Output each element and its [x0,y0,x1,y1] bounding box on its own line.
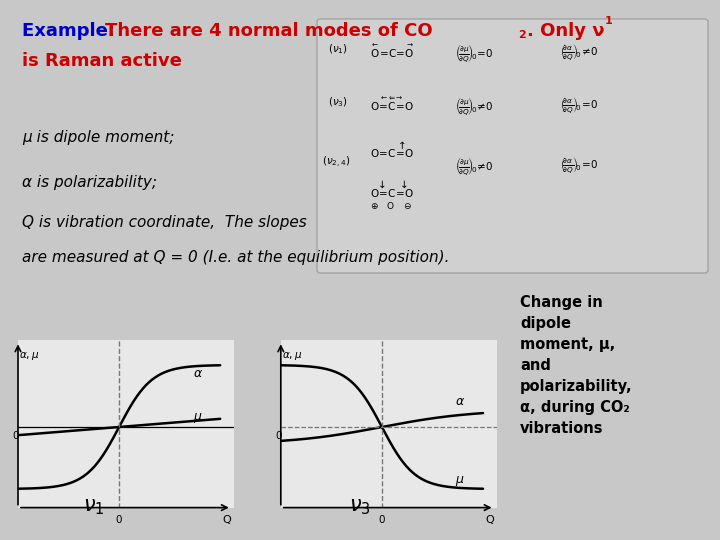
Text: $\oplus\quad \mathrm{O}\quad \ominus$: $\oplus\quad \mathrm{O}\quad \ominus$ [370,200,413,211]
Text: α is polarizability;: α is polarizability; [22,175,157,190]
Text: 0: 0 [379,515,385,525]
Text: $\mu$: $\mu$ [456,474,465,488]
Text: . Only ν: . Only ν [527,22,605,40]
Text: $\nu_3$: $\nu_3$ [349,497,371,517]
Text: There are 4 normal modes of CO: There are 4 normal modes of CO [105,22,433,40]
Text: μ is dipole moment;: μ is dipole moment; [22,130,174,145]
Text: Example:: Example: [22,22,121,40]
Text: $\left(\!\frac{\partial\alpha}{\partial Q}\!\right)_{\!0}\!=\!0$: $\left(\!\frac{\partial\alpha}{\partial … [560,155,598,176]
Text: $(\nu_1)$: $(\nu_1)$ [328,42,348,56]
Text: $\left(\!\frac{\partial\alpha}{\partial Q}\!\right)_{\!0}\!=\!0$: $\left(\!\frac{\partial\alpha}{\partial … [560,95,598,116]
Text: Change in
dipole
moment, μ,
and
polarizability,
α, during CO₂
vibrations: Change in dipole moment, μ, and polariza… [520,295,633,436]
Text: $\uparrow$: $\uparrow$ [395,139,405,151]
Text: Q: Q [485,515,495,525]
Text: $\mathrm{O}\!=\!\mathrm{C}\!=\!\mathrm{O}$: $\mathrm{O}\!=\!\mathrm{C}\!=\!\mathrm{O… [370,187,414,199]
Text: $(\nu_{2,4})$: $(\nu_{2,4})$ [322,155,350,170]
Text: $\alpha$: $\alpha$ [456,395,466,408]
Text: Q: Q [222,515,232,525]
Text: 0: 0 [116,515,122,525]
Text: $\left(\!\frac{\partial\mu}{\partial Q}\!\right)_{\!0}\!\neq\!0$: $\left(\!\frac{\partial\mu}{\partial Q}\… [455,95,494,118]
Text: $\overset{\leftarrow}{\mathrm{O}}\!=\!\mathrm{C}\!=\!\overset{\rightarrow}{\math: $\overset{\leftarrow}{\mathrm{O}}\!=\!\m… [370,42,415,60]
Text: Q is vibration coordinate,  The slopes: Q is vibration coordinate, The slopes [22,215,307,230]
FancyBboxPatch shape [317,19,708,273]
Text: 1: 1 [605,16,613,26]
Text: $(\nu_3)$: $(\nu_3)$ [328,95,348,109]
Text: $\overset{\leftarrow\!\Leftarrow\!\rightarrow}{\mathrm{O}\!=\!\mathrm{C}\!=\!\ma: $\overset{\leftarrow\!\Leftarrow\!\right… [370,95,414,113]
Text: $\alpha, \mu$: $\alpha, \mu$ [282,349,302,361]
Text: $\left(\!\frac{\partial\mu}{\partial Q}\!\right)_{\!0}\!\neq\!0$: $\left(\!\frac{\partial\mu}{\partial Q}\… [455,155,494,178]
Text: $\mathrm{O}\!=\!\mathrm{C}\!=\!\mathrm{O}$: $\mathrm{O}\!=\!\mathrm{C}\!=\!\mathrm{O… [370,147,414,159]
Text: $\nu_1$: $\nu_1$ [83,497,104,517]
Text: $\alpha,\mu$: $\alpha,\mu$ [19,349,39,361]
Text: are measured at Q = 0 (I.e. at the equilibrium position).: are measured at Q = 0 (I.e. at the equil… [22,250,449,265]
Text: $\left(\!\frac{\partial\alpha}{\partial Q}\!\right)_{\!0}\!\neq\!0$: $\left(\!\frac{\partial\alpha}{\partial … [560,42,598,63]
Text: 0: 0 [275,431,282,441]
Text: $\alpha$: $\alpha$ [193,367,203,380]
Text: 2: 2 [518,30,526,40]
Text: $\downarrow\quad\downarrow$: $\downarrow\quad\downarrow$ [375,179,408,190]
Text: $\left(\!\frac{\partial\mu}{\partial Q}\!\right)_{\!0}\!=\!0$: $\left(\!\frac{\partial\mu}{\partial Q}\… [455,42,494,65]
Text: 0: 0 [12,431,19,441]
Text: $\mu$: $\mu$ [193,410,202,424]
Text: is Raman active: is Raman active [22,52,182,70]
